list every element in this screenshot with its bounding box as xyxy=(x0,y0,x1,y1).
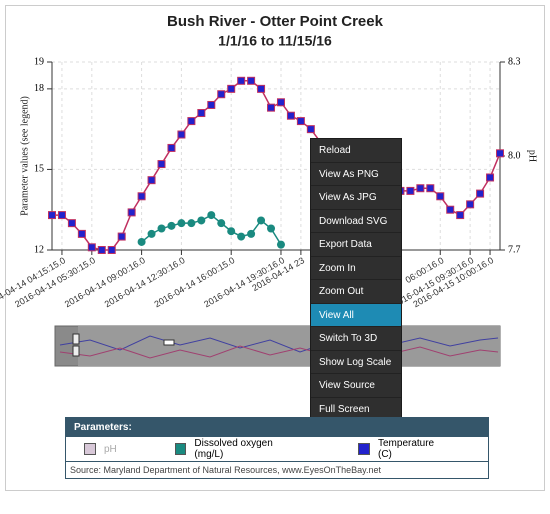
point xyxy=(257,216,266,225)
point xyxy=(217,90,226,99)
point xyxy=(187,117,196,126)
legend-panel: Parameters: pH Dissolved oxygen (mg/L) Tem… xyxy=(65,417,489,479)
point xyxy=(446,205,455,214)
point xyxy=(197,109,206,118)
point xyxy=(77,229,86,238)
point xyxy=(137,237,146,246)
point xyxy=(466,200,475,209)
context-menu: Reload View As PNG View As JPG Download SVG… xyxy=(310,138,402,422)
navigator-line xyxy=(59,345,499,359)
menu-item[interactable]: Download SVG xyxy=(311,210,401,233)
point xyxy=(227,227,236,236)
point xyxy=(147,176,156,185)
point xyxy=(157,160,166,169)
menu-item[interactable]: Switch To 3D xyxy=(311,327,401,351)
menu-item[interactable]: Reload xyxy=(311,139,401,163)
navigator-window xyxy=(78,326,500,366)
menu-item[interactable]: View Source xyxy=(311,374,401,398)
legend-item[interactable]: Dissolved oxygen (mg/L) xyxy=(174,438,301,460)
point xyxy=(276,240,285,249)
y2-tick-label: 8.0 xyxy=(508,150,521,161)
point xyxy=(137,192,146,201)
navigator-handle[interactable] xyxy=(72,333,80,345)
point xyxy=(296,117,305,126)
point xyxy=(167,221,176,230)
source-note: Source: Maryland Department of Natural R… xyxy=(70,465,381,475)
point xyxy=(486,173,495,182)
legend-row: pH Dissolved oxygen (mg/L) Temperature (C) xyxy=(66,437,488,462)
y-axis-label: Parameter values (see legend) xyxy=(19,96,30,216)
y2-axis-label: pH xyxy=(527,150,538,162)
point xyxy=(267,224,276,233)
legend-label: Temperature (C) xyxy=(377,438,435,460)
point xyxy=(57,211,66,220)
legend-label: pH xyxy=(104,443,117,455)
point xyxy=(227,84,236,93)
point xyxy=(127,208,136,217)
y-tick-label: 19 xyxy=(34,56,44,67)
menu-item[interactable]: Export Data xyxy=(311,233,401,257)
point xyxy=(117,232,126,241)
point xyxy=(217,219,226,228)
point xyxy=(48,211,56,220)
point xyxy=(177,219,186,228)
menu-item[interactable]: View As PNG xyxy=(311,163,401,186)
point xyxy=(97,246,106,254)
point xyxy=(147,229,156,238)
point xyxy=(167,143,176,152)
point xyxy=(237,76,246,85)
legend-swatch xyxy=(84,443,96,455)
legend-item[interactable]: Temperature (C) xyxy=(358,438,448,460)
series-line xyxy=(52,80,501,251)
navigator xyxy=(54,325,501,367)
point xyxy=(247,76,256,85)
y2-tick-label: 8.3 xyxy=(508,56,521,67)
navigator-handle[interactable] xyxy=(72,345,80,357)
point xyxy=(257,84,266,93)
chart-title: Bush River - Otter Point Creek xyxy=(167,13,384,30)
legend-title: Parameters: xyxy=(66,418,488,437)
menu-item[interactable]: View All xyxy=(311,303,401,327)
point xyxy=(197,216,206,225)
point xyxy=(267,103,276,112)
navigator-line xyxy=(59,334,499,353)
legend-label: Dissolved oxygen (mg/L) xyxy=(194,438,273,460)
point xyxy=(476,189,485,198)
point xyxy=(436,192,445,201)
point xyxy=(416,184,425,193)
y-tick-label: 18 xyxy=(34,83,44,94)
point xyxy=(306,125,315,134)
point xyxy=(496,149,504,158)
menu-item[interactable]: Zoom In xyxy=(311,257,401,280)
point xyxy=(187,219,196,228)
point xyxy=(207,100,216,109)
y-tick-label: 15 xyxy=(34,164,44,175)
point xyxy=(207,211,216,220)
navigator-scroll[interactable] xyxy=(163,339,175,346)
y-tick-label: 12 xyxy=(34,244,44,255)
menu-item[interactable]: Zoom Out xyxy=(311,280,401,304)
point xyxy=(237,232,246,241)
point xyxy=(426,184,435,193)
point xyxy=(87,243,96,252)
legend-item[interactable]: pH xyxy=(84,443,117,455)
point xyxy=(247,229,256,238)
point xyxy=(456,211,465,220)
point xyxy=(67,219,76,228)
point xyxy=(107,246,116,254)
menu-item[interactable]: View As JPG xyxy=(311,186,401,210)
menu-item[interactable]: Show Log Scale xyxy=(311,351,401,374)
point xyxy=(276,98,285,107)
legend-swatch xyxy=(358,443,370,455)
point xyxy=(177,130,186,139)
legend-swatch xyxy=(174,443,187,455)
point xyxy=(286,111,295,120)
point xyxy=(406,186,415,195)
point xyxy=(157,224,166,233)
chart-subtitle: 1/1/16 to 11/15/16 xyxy=(218,33,332,49)
y2-tick-label: 7.7 xyxy=(508,244,521,255)
